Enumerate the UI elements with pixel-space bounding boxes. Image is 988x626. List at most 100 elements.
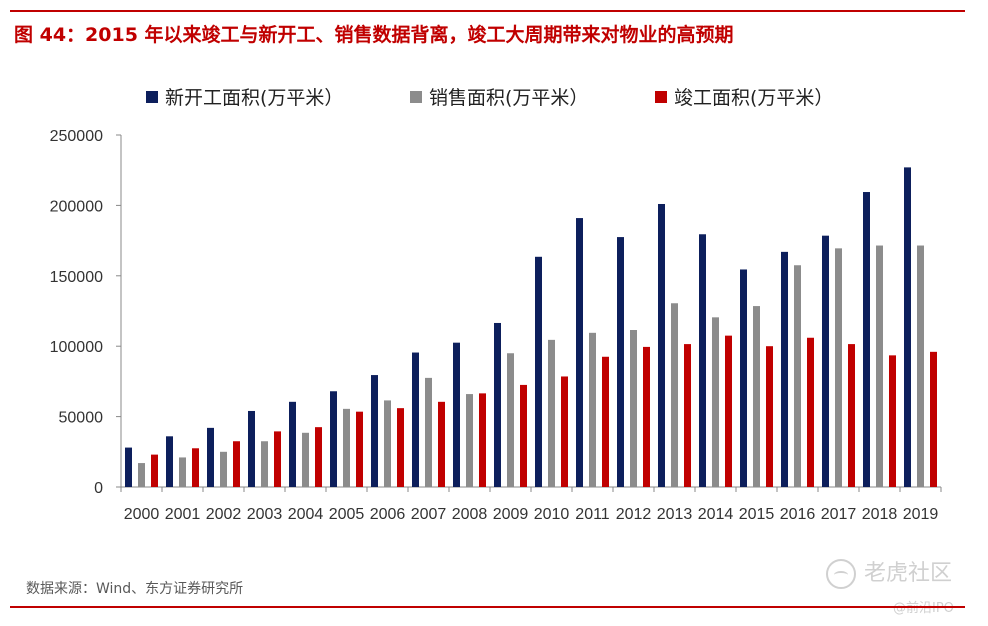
- bar-series-2-2012: [643, 346, 650, 487]
- x-tick-label: 2014: [698, 506, 734, 523]
- figure-title: 图 44：2015 年以来竣工与新开工、销售数据背离，竣工大周期带来对物业的高预…: [14, 24, 734, 46]
- bar-series-2-2004: [315, 427, 322, 487]
- data-source-note: 数据来源：Wind、东方证券研究所: [26, 581, 244, 597]
- bar-series-2-2017: [848, 344, 855, 487]
- bar-series-1-2013: [671, 303, 678, 487]
- x-tick-label: 2019: [903, 506, 939, 523]
- bar-series-2-2003: [274, 431, 281, 487]
- x-tick-label: 2009: [493, 506, 529, 523]
- x-tick-label: 2005: [329, 506, 365, 523]
- bar-series-2-2005: [356, 411, 363, 487]
- bar-series-2-2014: [725, 335, 732, 487]
- bar-series-1-2000: [138, 463, 145, 487]
- x-tick-label: 2017: [821, 506, 857, 523]
- bar-series-1-2012: [630, 330, 637, 487]
- bar-series: [125, 167, 937, 488]
- bar-series-2-2010: [561, 376, 568, 487]
- bar-series-0-2018: [863, 192, 870, 488]
- bar-series-0-2005: [330, 391, 337, 487]
- bar-series-1-2017: [835, 248, 842, 487]
- x-tick-label: 2015: [739, 506, 775, 523]
- bar-series-0-2008: [453, 342, 460, 487]
- x-tick-label: 2001: [165, 506, 201, 523]
- chart-legend: 新开工面积(万平米） 销售面积(万平米） 竣工面积(万平米）: [146, 87, 833, 109]
- bar-series-2-2009: [520, 384, 527, 487]
- bar-series-1-2019: [917, 245, 924, 487]
- y-tick-label: 200000: [50, 198, 103, 215]
- x-tick-label: 2012: [616, 506, 652, 523]
- bar-series-2-2000: [151, 454, 158, 487]
- bar-series-2-2016: [807, 337, 814, 487]
- bar-series-1-2011: [589, 332, 596, 487]
- bar-series-0-2004: [289, 401, 296, 487]
- watermark-logo: 老虎社区: [826, 555, 952, 589]
- x-tick-label: 2004: [288, 506, 324, 523]
- bar-series-0-2013: [658, 203, 665, 487]
- bar-series-2-2006: [397, 408, 404, 487]
- legend-label-1: 销售面积(万平米）: [429, 87, 588, 109]
- bar-series-2-2001: [192, 448, 199, 487]
- bar-series-0-2010: [535, 256, 542, 487]
- bar-series-1-2002: [220, 451, 227, 487]
- x-tick-label: 2010: [534, 506, 570, 523]
- bar-series-0-2016: [781, 251, 788, 487]
- bar-series-2-2002: [233, 441, 240, 487]
- y-tick-label: 250000: [50, 128, 103, 145]
- bar-series-0-2014: [699, 234, 706, 487]
- bar-series-1-2016: [794, 265, 801, 487]
- x-tick-label: 2013: [657, 506, 693, 523]
- bar-series-1-2005: [343, 408, 350, 487]
- bar-series-1-2006: [384, 400, 391, 487]
- bar-series-2-2018: [889, 355, 896, 487]
- x-axis: 2000 2001 2002 2003 2004 2005 2006 2007 2008 2009…: [120, 486, 942, 523]
- bar-series-1-2007: [425, 377, 432, 487]
- legend-swatch-0: [146, 91, 158, 103]
- bar-series-1-2018: [876, 245, 883, 487]
- x-tick-label: 2006: [370, 506, 406, 523]
- top-rule: [10, 10, 965, 12]
- bar-series-0-2011: [576, 218, 583, 487]
- watermark-main-text: 老虎社区: [864, 561, 953, 586]
- x-tick-label: 2018: [862, 506, 898, 523]
- bar-series-1-2010: [548, 339, 555, 487]
- legend-swatch-1: [410, 91, 422, 103]
- bar-series-0-2002: [207, 427, 214, 487]
- x-tick-label: 2003: [247, 506, 283, 523]
- legend-label-2: 竣工面积(万平米）: [674, 87, 833, 109]
- bar-series-2-2007: [438, 401, 445, 487]
- watermark-sub: @前沿IPO: [893, 601, 954, 616]
- x-tick-label: 2011: [575, 506, 610, 523]
- bar-series-2-2019: [930, 351, 937, 487]
- x-tick-label: 2016: [780, 506, 816, 523]
- y-tick-label: 100000: [50, 339, 103, 356]
- x-tick-label: 2007: [411, 506, 447, 523]
- x-tick-label: 2008: [452, 506, 488, 523]
- bar-series-0-2009: [494, 322, 501, 487]
- bar-series-2-2013: [684, 344, 691, 487]
- bar-series-2-2008: [479, 393, 486, 487]
- bar-series-0-2003: [248, 410, 255, 487]
- bottom-rule: [10, 606, 965, 608]
- bar-series-0-2001: [166, 436, 173, 487]
- y-tick-label: 50000: [59, 410, 104, 427]
- bar-series-1-2014: [712, 317, 719, 487]
- x-tick-label: 2002: [206, 506, 242, 523]
- bar-series-0-2000: [125, 447, 132, 487]
- bar-series-1-2001: [179, 457, 186, 487]
- bar-series-1-2008: [466, 394, 473, 487]
- bar-series-0-2007: [412, 352, 419, 487]
- bar-series-1-2004: [302, 432, 309, 487]
- y-tick-label: 0: [94, 480, 103, 497]
- bar-series-0-2006: [371, 375, 378, 487]
- legend-swatch-2: [655, 91, 667, 103]
- tiger-logo-icon: [826, 559, 856, 589]
- bar-series-2-2015: [766, 346, 773, 487]
- bar-series-1-2003: [261, 441, 268, 487]
- bar-series-1-2009: [507, 353, 514, 487]
- bar-series-0-2019: [904, 167, 911, 487]
- bar-series-1-2015: [753, 306, 760, 487]
- bar-series-0-2012: [617, 237, 624, 487]
- y-axis: 0 50000 100000 150000 200000 250000: [50, 128, 122, 497]
- bar-series-0-2015: [740, 269, 747, 487]
- legend-label-0: 新开工面积(万平米）: [165, 87, 343, 109]
